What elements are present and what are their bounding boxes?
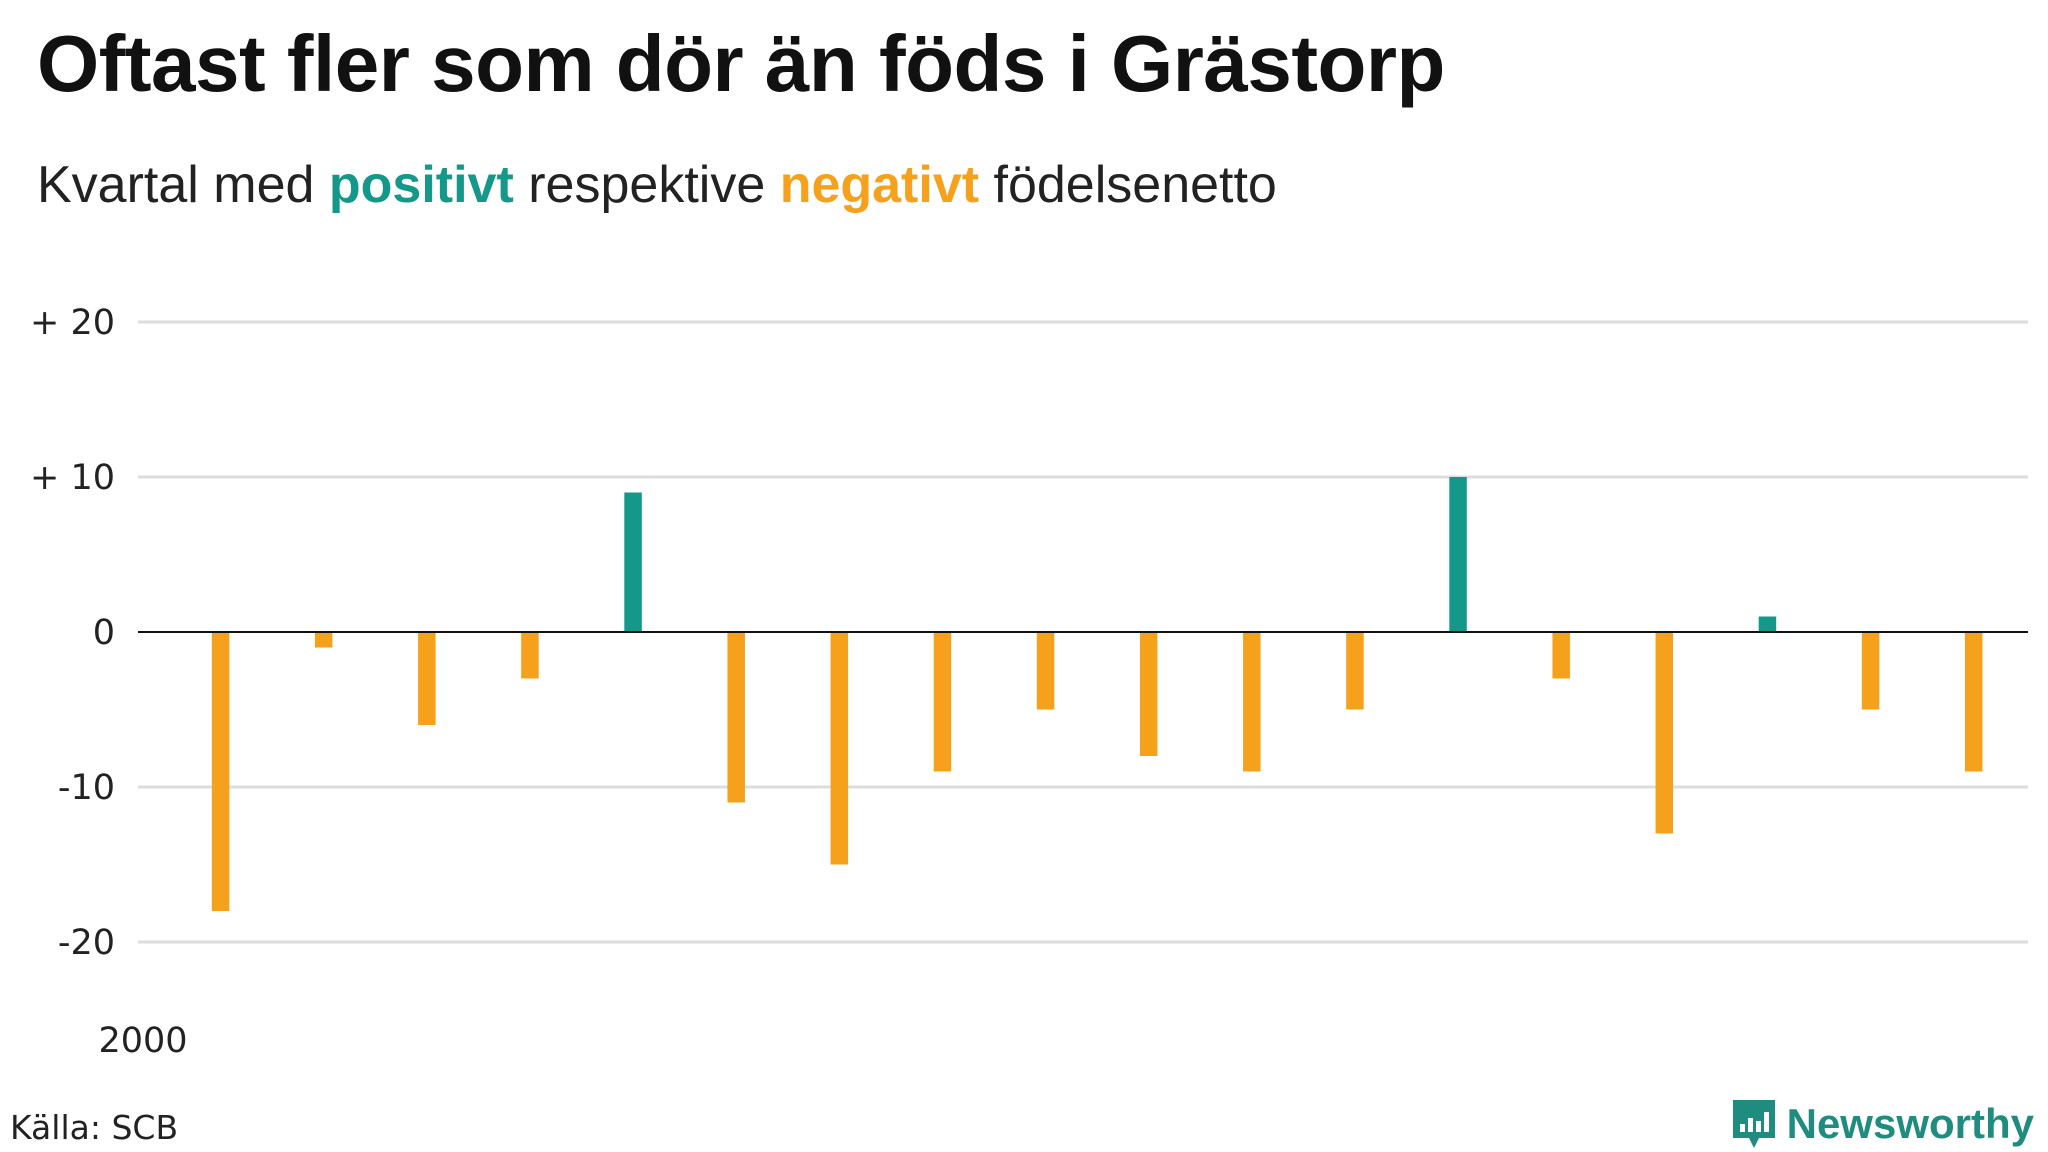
bar: [1036, 632, 1055, 710]
bar-chart: + 20 + 10 0 -10 -20 20002005201020152020: [30, 303, 2028, 1061]
bar: [1758, 616, 1777, 632]
bar: [211, 632, 230, 911]
bar: [727, 632, 745, 803]
bar: [624, 492, 642, 632]
bar: [1449, 477, 1467, 632]
subtitle-suffix: födelsenetto: [979, 156, 1277, 214]
x-tick-label: 2000: [98, 1021, 187, 1061]
y-tick-label: -10: [58, 768, 115, 808]
subtitle-positive: positivt: [328, 156, 514, 214]
source-note: Källa: SCB: [10, 1108, 179, 1147]
bar: [830, 632, 849, 865]
bar: [1243, 632, 1261, 772]
bar: [1861, 632, 1880, 710]
newsworthy-logo-icon: [1732, 1100, 1775, 1148]
bar: [418, 632, 436, 725]
bar: [521, 632, 539, 679]
y-axis-labels: + 20 + 10 0 -10 -20: [30, 303, 115, 963]
grid-lines: [138, 320, 2028, 944]
bar: [1139, 632, 1158, 756]
page-title: Oftast fler som dör än föds i Grästorp: [37, 19, 1445, 108]
y-tick-label: -20: [58, 923, 115, 963]
bars: [211, 477, 1983, 911]
subtitle-prefix: Kvartal med: [37, 156, 329, 214]
subtitle-negative: negativt: [779, 156, 980, 214]
bar: [1552, 632, 1570, 679]
bar: [1655, 632, 1674, 834]
bar: [1964, 632, 1983, 772]
y-tick-label: 0: [93, 613, 115, 653]
brand-name: Newsworthy: [1786, 1100, 2034, 1147]
bar: [1346, 632, 1364, 710]
bar: [933, 632, 952, 772]
y-tick-label: + 10: [30, 458, 115, 498]
bar: [314, 632, 333, 648]
chart-subtitle: Kvartal med positivt respektive negativt…: [37, 155, 1277, 215]
brand-logo: Newsworthy: [1729, 1096, 2034, 1152]
x-axis-labels: 20002005201020152020: [98, 1021, 187, 1061]
y-tick-label: + 20: [30, 303, 115, 343]
subtitle-middle: respektive: [513, 156, 780, 214]
